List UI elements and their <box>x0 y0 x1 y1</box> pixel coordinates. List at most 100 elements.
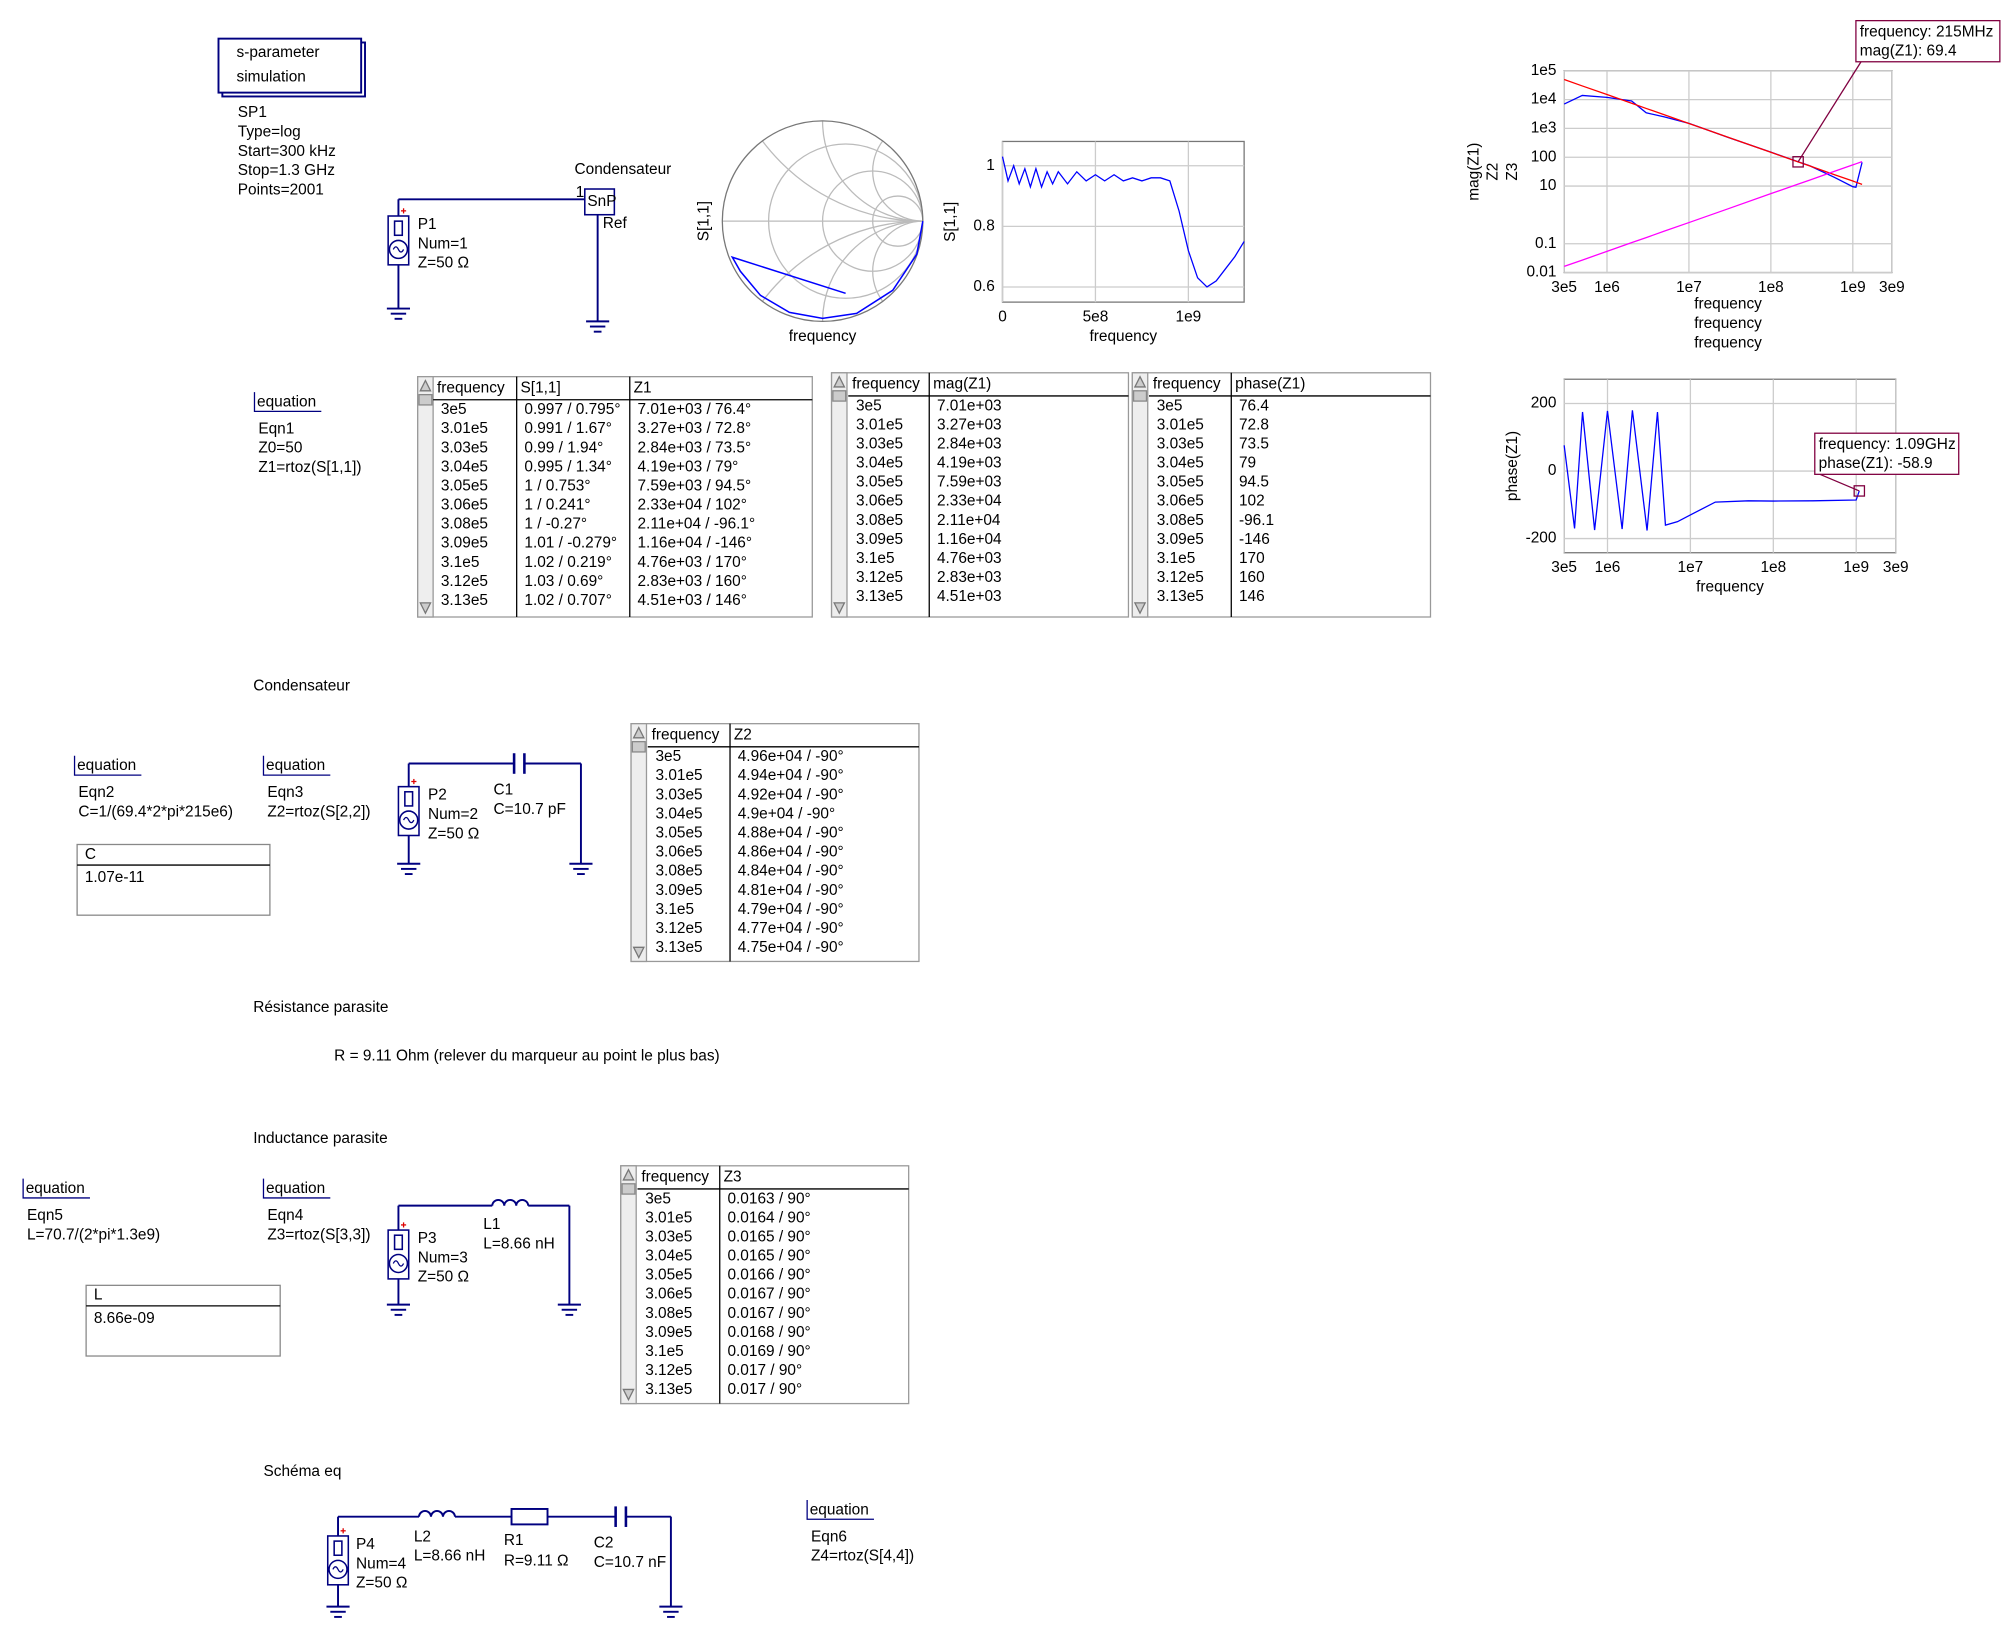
table-cell: 0.995 / 1.34° <box>524 458 612 475</box>
equation-line: Z1=rtoz(S[1,1]) <box>258 459 361 476</box>
table-cell: 0.0167 / 90° <box>727 1305 810 1322</box>
pin-label: 1 <box>576 184 585 201</box>
equation-line: Eqn1 <box>258 420 294 437</box>
equation-line: Eqn4 <box>267 1207 303 1224</box>
axis-label: S[1,1] <box>695 201 712 241</box>
port-label: P1 <box>418 216 437 233</box>
sim-param: Start=300 kHz <box>238 143 336 160</box>
table-cell: 3.13e5 <box>856 588 903 605</box>
table-header: phase(Z1) <box>1235 375 1305 392</box>
table-cell: 0.0168 / 90° <box>727 1324 810 1341</box>
table-cell: 3.09e5 <box>856 531 903 548</box>
component-label: R1 <box>504 1532 524 1549</box>
y-tick-label: 1e3 <box>1531 119 1557 136</box>
equation-line: Z0=50 <box>258 440 302 457</box>
table-cell: 3.08e5 <box>441 516 488 533</box>
section-heading: Schéma eq <box>263 1463 341 1480</box>
section-heading: Inductance parasite <box>253 1130 387 1147</box>
table-cell: 3.1e5 <box>1157 550 1196 567</box>
table-cell: 3.1e5 <box>655 901 694 918</box>
smith-grid <box>821 120 923 222</box>
table-cell: 2.83e+03 / 160° <box>637 573 746 590</box>
equation-label: equation <box>266 757 325 774</box>
table-cell: 102 <box>1239 493 1265 510</box>
note-text: R = 9.11 Ohm (relever du marqueur au poi… <box>334 1048 719 1065</box>
table-cell: 3.01e5 <box>856 416 903 433</box>
scroll-down <box>622 1388 635 1402</box>
table-cell: 3.05e5 <box>645 1267 692 1284</box>
y-axis-label: Z3 <box>1504 163 1521 181</box>
marker-text: frequency: 1.09GHz <box>1819 436 1956 453</box>
table-cell: 3.06e5 <box>856 493 903 510</box>
sim-title: s-parameter <box>236 44 319 61</box>
equation-label: equation <box>26 1180 85 1197</box>
table-cell: 2.84e+03 <box>937 435 1002 452</box>
y-tick-label: 0 <box>1548 462 1557 479</box>
table-cell: 3.03e5 <box>441 439 488 456</box>
marker-text: mag(Z1): 69.4 <box>1860 43 1957 60</box>
table-header: Z3 <box>724 1168 742 1185</box>
table-cell: 4.51e+03 / 146° <box>637 592 746 609</box>
table-cell: 4.51e+03 <box>937 588 1002 605</box>
table-cell: -96.1 <box>1239 512 1274 529</box>
plot-area <box>1563 70 1893 274</box>
snp-device <box>584 188 616 216</box>
table-cell: 79 <box>1239 455 1256 472</box>
table-cell: 3.12e5 <box>645 1362 692 1379</box>
table-cell: 3.04e5 <box>856 455 903 472</box>
component-label: L=8.66 nH <box>483 1235 555 1252</box>
pin-label: Ref <box>603 215 628 232</box>
smith-grid <box>872 220 923 322</box>
equation-bracket <box>253 392 322 413</box>
equation-line: Eqn2 <box>78 784 114 801</box>
equation-line: Z3=rtoz(S[3,3]) <box>267 1226 370 1243</box>
series-line <box>1001 156 1245 288</box>
x-tick-label: 3e5 <box>1551 559 1577 576</box>
value-table-cell: 8.66e-09 <box>94 1310 155 1327</box>
equation-line: Z2=rtoz(S[2,2]) <box>267 803 370 820</box>
table-cell: 2.33e+04 / 102° <box>637 497 746 514</box>
table-header: mag(Z1) <box>933 375 991 392</box>
table-cell: 4.88e+04 / -90° <box>738 825 844 842</box>
table-scrollbar <box>620 1165 637 1405</box>
axis-label: frequency <box>789 328 857 345</box>
x-tick-label: 1e6 <box>1594 279 1620 296</box>
y-axis-label: phase(Z1) <box>1504 431 1521 501</box>
table-header: Z1 <box>634 379 652 396</box>
table-cell: 0.0164 / 90° <box>727 1209 810 1226</box>
table-cell: 73.5 <box>1239 435 1269 452</box>
component-label: C=10.7 pF <box>494 801 566 818</box>
table-cell: 3.03e5 <box>856 435 903 452</box>
equation-line: C=1/(69.4*2*pi*215e6) <box>78 803 233 820</box>
table-cell: 3.04e5 <box>645 1248 692 1265</box>
value-table-header: L <box>94 1287 103 1304</box>
table-cell: 0.0166 / 90° <box>727 1267 810 1284</box>
table-cell: 2.11e+04 <box>937 512 1001 529</box>
scroll-down <box>833 602 846 615</box>
table-cell: 3.06e5 <box>1157 493 1204 510</box>
table-cell: 170 <box>1239 550 1265 567</box>
scroll-down <box>632 946 645 960</box>
series-line <box>1563 78 1863 185</box>
table-cell: 3.09e5 <box>1157 531 1204 548</box>
table-cell: 0.017 / 90° <box>727 1381 802 1398</box>
table-cell: 0.991 / 1.67° <box>524 420 612 437</box>
table-cell: 4.84e+04 / -90° <box>738 863 844 880</box>
table-cell: 2.33e+04 <box>937 493 1002 510</box>
x-tick-label: 3e5 <box>1551 279 1577 296</box>
table-cell: 3.09e5 <box>645 1324 692 1341</box>
marker-leader <box>1819 473 1860 492</box>
component-label: Condensateur <box>575 161 672 178</box>
table-cell: 3.03e5 <box>645 1228 692 1245</box>
port-resistor <box>333 1540 343 1557</box>
equation-bracket <box>806 1499 874 1520</box>
table-cell: 3e5 <box>441 401 467 418</box>
y-tick-label: 0.1 <box>1535 235 1556 252</box>
table-cell: 3.12e5 <box>441 573 488 590</box>
table-cell: 3.01e5 <box>1157 416 1204 433</box>
section-heading: Résistance parasite <box>253 999 388 1016</box>
scroll-up <box>632 726 645 739</box>
table-scrollbar <box>417 376 434 618</box>
value-table <box>76 843 271 916</box>
